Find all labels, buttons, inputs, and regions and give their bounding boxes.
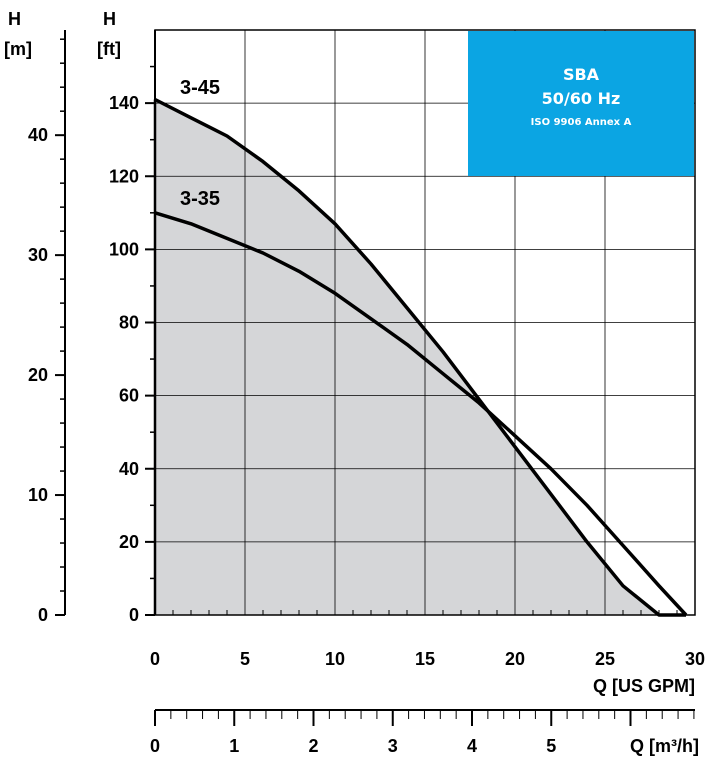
x-m3h-tick-label: 2 xyxy=(308,736,318,756)
y-feet-tick-label: 140 xyxy=(109,93,139,113)
y-feet-tick-label: 40 xyxy=(119,459,139,479)
x-axis-gpm-unit: Q [US GPM] xyxy=(593,676,695,696)
y-feet-tick-label: 100 xyxy=(109,239,139,259)
y-axis-meters-unit-h: H xyxy=(8,9,21,29)
x-m3h-tick-label: 4 xyxy=(467,736,477,756)
y-meters-tick-label: 30 xyxy=(28,245,48,265)
y-meters-tick-label: 10 xyxy=(28,485,48,505)
series-line-3-45 xyxy=(154,97,686,617)
y-meters-tick-label: 20 xyxy=(28,365,48,385)
spec-box-standard: ISO 9906 Annex A xyxy=(531,117,632,128)
spec-box-background xyxy=(468,31,694,176)
x-gpm-tick-label: 0 xyxy=(150,649,160,669)
x-axis-gpm: 0 5 10 15 20 25 30 xyxy=(150,610,705,669)
x-axis-m3h-unit: Q [m³/h] xyxy=(630,736,699,756)
spec-box-title: SBA xyxy=(563,65,600,84)
y-axis-feet-unit-ft: [ft] xyxy=(97,39,121,59)
y-meters-tick-label: 0 xyxy=(38,605,48,625)
gridlines-overlay xyxy=(155,30,695,615)
spec-box-frequency: 50/60 Hz xyxy=(542,89,621,108)
x-m3h-tick-label: 3 xyxy=(388,736,398,756)
y-feet-tick-label: 80 xyxy=(119,313,139,333)
series-label-3-45: 3-45 xyxy=(180,77,220,99)
y-feet-tick-label: 20 xyxy=(119,532,139,552)
y-axis-feet: 0 20 40 60 80 100 120 140 xyxy=(109,30,156,625)
y-meters-tick-label: 40 xyxy=(28,125,48,145)
x-gpm-tick-label: 20 xyxy=(505,649,525,669)
x-m3h-tick-label: 5 xyxy=(546,736,556,756)
x-m3h-tick-label: 0 xyxy=(150,736,160,756)
x-gpm-tick-label: 30 xyxy=(685,649,705,669)
y-axis-meters-unit-m: [m] xyxy=(4,39,32,59)
y-feet-tick-label: 120 xyxy=(109,166,139,186)
y-feet-tick-label: 60 xyxy=(119,386,139,406)
series-line-3-35 xyxy=(154,211,688,617)
x-axis-m3h: 0 1 2 3 4 5 xyxy=(150,709,695,756)
series-label-3-35: 3-35 xyxy=(180,188,220,210)
y-axis-feet-unit-h: H xyxy=(103,9,116,29)
x-m3h-tick-label: 1 xyxy=(229,736,239,756)
y-axis-meters: 0 10 20 30 40 xyxy=(28,30,66,625)
x-gpm-tick-label: 25 xyxy=(595,649,615,669)
y-feet-tick-label: 0 xyxy=(129,605,139,625)
x-gpm-tick-label: 5 xyxy=(240,649,250,669)
x-gpm-tick-label: 10 xyxy=(325,649,345,669)
spec-box: SBA 50/60 Hz ISO 9906 Annex A xyxy=(468,31,694,176)
x-gpm-tick-label: 15 xyxy=(415,649,435,669)
